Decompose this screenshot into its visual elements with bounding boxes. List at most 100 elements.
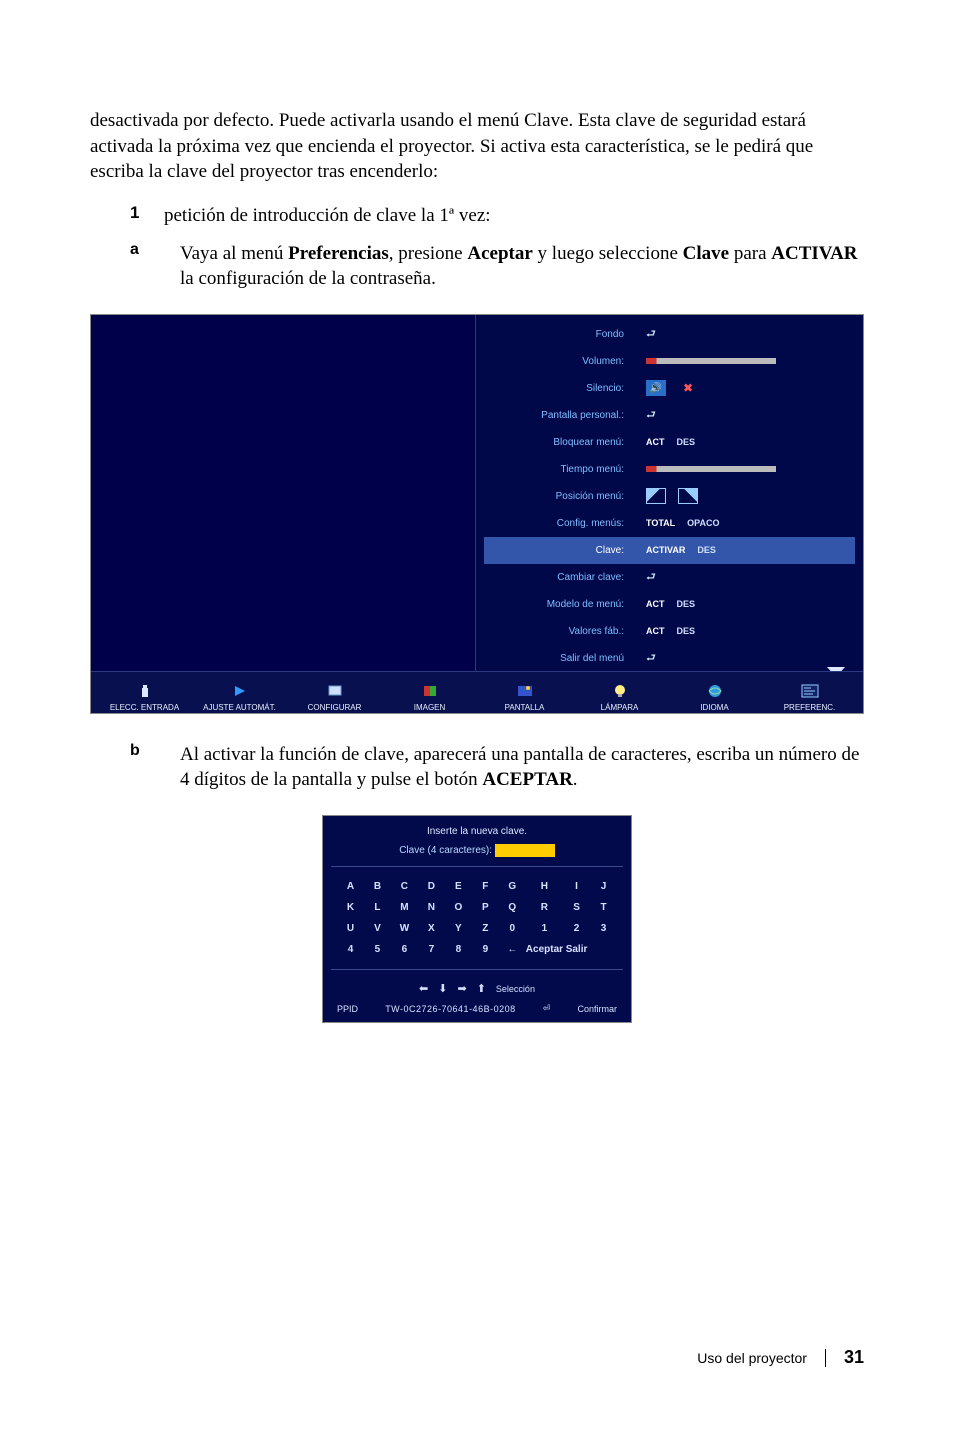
key-3[interactable]: 3 (590, 923, 617, 934)
key-g[interactable]: G (499, 881, 526, 892)
key-c[interactable]: C (391, 881, 418, 892)
prefs-row-label: Volumen: (484, 356, 634, 367)
key-n[interactable]: N (418, 902, 445, 913)
key-x[interactable]: X (418, 923, 445, 934)
key-←[interactable]: ← (499, 944, 526, 955)
key-7[interactable]: 7 (418, 944, 445, 955)
key-j[interactable]: J (590, 881, 617, 892)
sub-a-t1: Vaya al menú (180, 243, 288, 264)
key-k[interactable]: K (337, 902, 364, 913)
key-4[interactable]: 4 (337, 944, 364, 955)
prefs-row-6[interactable]: Posición menú: (484, 483, 855, 510)
sub-list-a: a Vaya al menú Preferencias, presione Ac… (90, 241, 864, 292)
arrow-left-icon: ⬅ (419, 982, 428, 995)
nav-label: ELECC. ENTRADA (110, 703, 179, 712)
enter-icon: ⮐ (646, 325, 656, 344)
slider-track[interactable] (646, 466, 776, 472)
key-a[interactable]: A (337, 881, 364, 892)
slider-track[interactable] (646, 358, 776, 364)
nav-item-0[interactable]: ELECC. ENTRADA (97, 672, 192, 712)
option-a[interactable]: ACT (646, 626, 665, 636)
prefs-row-label: Silencio: (484, 383, 634, 394)
prefs-row-8[interactable]: Clave: ACTIVAR DES (484, 537, 855, 564)
prefs-row-0[interactable]: Fondo⮐ (484, 321, 855, 348)
key-1[interactable]: 1 (526, 923, 563, 934)
option-b[interactable]: DES (677, 626, 696, 636)
key-h[interactable]: H (526, 881, 563, 892)
pos-top-left-icon[interactable] (646, 488, 666, 504)
key-w[interactable]: W (391, 923, 418, 934)
nav-item-6[interactable]: IDIOMA (667, 672, 762, 712)
key-l[interactable]: L (364, 902, 391, 913)
prefs-row-7[interactable]: Config. menús:TOTALOPACO (484, 510, 855, 537)
key-f[interactable]: F (472, 881, 499, 892)
prefs-row-1[interactable]: Volumen: (484, 348, 855, 375)
prefs-row-label: Pantalla personal.: (484, 410, 634, 421)
nav-item-1[interactable]: AJUSTE AUTOMÁT. (192, 672, 287, 712)
key-r[interactable]: R (526, 902, 563, 913)
sub-b-text: Al activar la función de clave, aparecer… (180, 742, 864, 793)
prefs-row-2[interactable]: Silencio: 🔊 ✖ (484, 375, 855, 402)
sub-a-letter: a (130, 241, 180, 292)
prefs-row-5[interactable]: Tiempo menú: (484, 456, 855, 483)
key-8[interactable]: 8 (445, 944, 472, 955)
nav-item-3[interactable]: IMAGEN (382, 672, 477, 712)
sound-off-icon[interactable]: ✖ (678, 380, 698, 396)
nav-label: LÁMPARA (601, 703, 639, 712)
key-y[interactable]: Y (445, 923, 472, 934)
key-z[interactable]: Z (472, 923, 499, 934)
key-9[interactable]: 9 (472, 944, 499, 955)
key-s[interactable]: S (563, 902, 590, 913)
nav-item-4[interactable]: PANTALLA (477, 672, 572, 712)
key-e[interactable]: E (445, 881, 472, 892)
key-p[interactable]: P (472, 902, 499, 913)
page-footer: Uso del proyector 31 (697, 1347, 864, 1368)
prefs-row-9[interactable]: Cambiar clave:⮐ (484, 564, 855, 591)
pwd-sep-1 (331, 866, 623, 867)
step-1-text: petición de introducción de clave la 1ª … (164, 203, 491, 229)
nav-item-5[interactable]: LÁMPARA (572, 672, 667, 712)
key-d[interactable]: D (418, 881, 445, 892)
option-b[interactable]: DES (677, 599, 696, 609)
prefs-row-10[interactable]: Modelo de menú:ACTDES (484, 591, 855, 618)
key-5[interactable]: 5 (364, 944, 391, 955)
prefs-row-12[interactable]: Salir del menú⮐ (484, 645, 855, 672)
prefs-row-3[interactable]: Pantalla personal.:⮐ (484, 402, 855, 429)
option-b[interactable]: DES (677, 437, 696, 447)
key-t[interactable]: T (590, 902, 617, 913)
nav-label: PREFERENC. (784, 703, 836, 712)
pwd-serial: TW-0C2726-70641-46B-0208 (385, 1004, 515, 1014)
option-a[interactable]: TOTAL (646, 518, 675, 528)
key-u[interactable]: U (337, 923, 364, 934)
option-a[interactable]: ACT (646, 437, 665, 447)
nav-icon (232, 681, 248, 701)
key-2[interactable]: 2 (563, 923, 590, 934)
prefs-row-4[interactable]: Bloquear menú:ACTDES (484, 429, 855, 456)
key-i[interactable]: I (563, 881, 590, 892)
key-m[interactable]: M (391, 902, 418, 913)
pos-top-right-icon[interactable] (678, 488, 698, 504)
key-b[interactable]: B (364, 881, 391, 892)
key-aceptar[interactable]: Aceptar (526, 944, 563, 955)
nav-icon (707, 681, 723, 701)
key-q[interactable]: Q (499, 902, 526, 913)
option-a[interactable]: ACT (646, 599, 665, 609)
sub-b-b1: ACEPTAR (482, 769, 572, 790)
prefs-row-label: Clave: (484, 545, 634, 556)
pwd-sep-2 (331, 969, 623, 970)
option-b[interactable]: DES (697, 545, 716, 555)
pwd-mask-label: Clave (4 caracteres): (399, 845, 495, 856)
key-salir[interactable]: Salir (563, 944, 590, 955)
key-o[interactable]: O (445, 902, 472, 913)
key-0[interactable]: 0 (499, 923, 526, 934)
prefs-row-value: TOTAL OPACO (634, 518, 720, 528)
nav-item-2[interactable]: CONFIGURAR (287, 672, 382, 712)
option-b[interactable]: OPACO (687, 518, 719, 528)
key-v[interactable]: V (364, 923, 391, 934)
key-6[interactable]: 6 (391, 944, 418, 955)
nav-item-7[interactable]: PREFERENC. (762, 672, 857, 712)
sound-on-icon[interactable]: 🔊 (646, 380, 666, 396)
prefs-row-11[interactable]: Valores fáb.:ACTDES (484, 618, 855, 645)
option-a[interactable]: ACTIVAR (646, 545, 685, 555)
prefs-row-label: Tiempo menú: (484, 464, 634, 475)
